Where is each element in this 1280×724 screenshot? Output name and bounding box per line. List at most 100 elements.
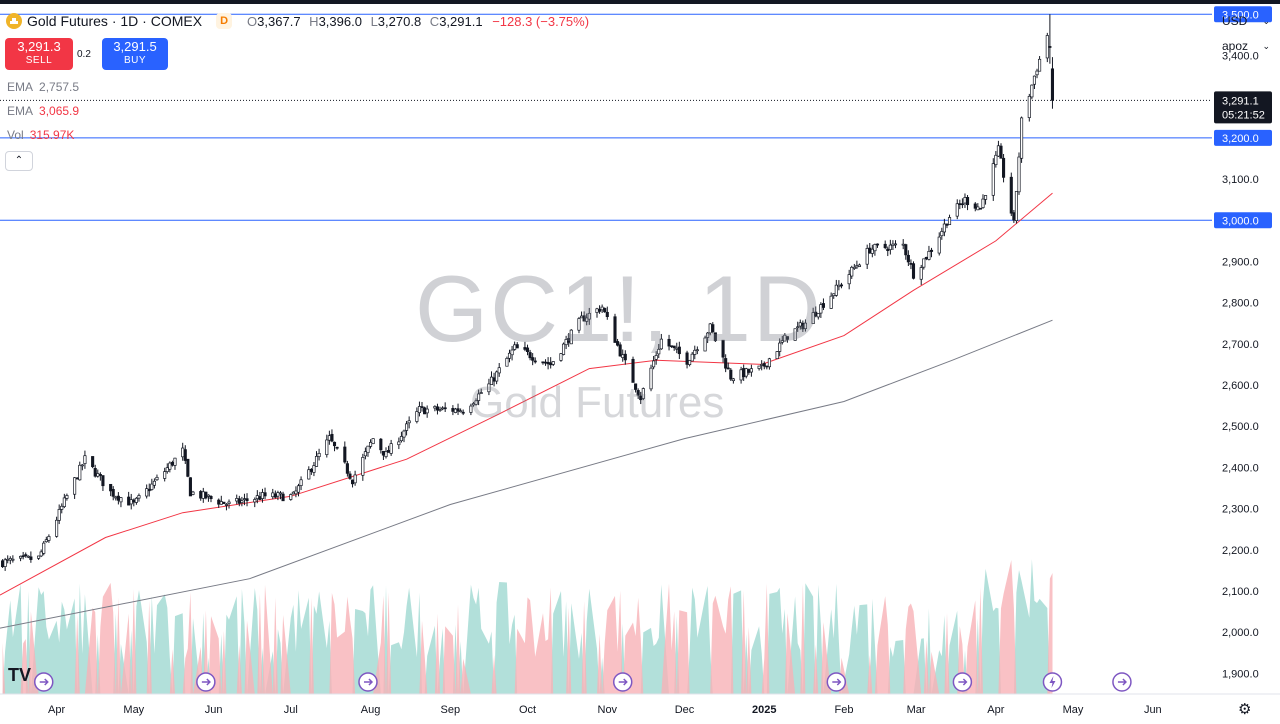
ema-slow-line (0, 319, 1053, 629)
candle-up-body (901, 243, 905, 246)
event-arrow-icon[interactable] (33, 672, 54, 692)
indicator-ema-fast[interactable]: EMA 3,065.9 (7, 104, 79, 118)
candle (459, 408, 463, 413)
buy-price: 3,291.5 (113, 39, 157, 54)
candle (749, 364, 753, 377)
candle (906, 250, 910, 267)
event-arrow-icon[interactable] (358, 672, 378, 692)
candle-down-body (672, 345, 676, 349)
candle-up-body (955, 203, 959, 217)
buy-button[interactable]: 3,291.5 BUY (102, 38, 168, 70)
candle (415, 407, 419, 424)
event-arrow-icon[interactable] (196, 672, 216, 692)
candle-down-body (875, 243, 880, 246)
candle-up-body (152, 480, 156, 486)
candle (1014, 191, 1018, 224)
lightning-icon[interactable] (1042, 672, 1063, 692)
candle-up-body (976, 206, 980, 211)
gear-icon[interactable]: ⚙ (1238, 701, 1252, 718)
event-arrow-icon[interactable] (1112, 672, 1132, 692)
indicator-ema-slow[interactable]: EMA 2,757.5 (7, 80, 79, 94)
candle-up-body (1017, 156, 1021, 193)
time-tick-label: Apr (987, 704, 1004, 716)
candle-up-body (366, 445, 370, 454)
candle-up-body (561, 343, 566, 355)
candle-up-body (134, 497, 138, 503)
candle-up-body (495, 371, 499, 382)
candle (240, 496, 244, 507)
candle-down-body (605, 311, 609, 318)
currency-select[interactable]: USD ⌄ (1216, 11, 1274, 31)
candle (381, 450, 385, 460)
collapse-legend-button[interactable]: ⌃ (5, 151, 33, 171)
candle (361, 453, 365, 481)
price-tick-label: 2,100.0 (1222, 586, 1259, 598)
candle (170, 460, 174, 467)
candle (868, 243, 872, 254)
candle (325, 434, 329, 458)
tradingview-logo[interactable]: TV (8, 665, 32, 685)
candle-up-body (569, 329, 573, 345)
candle-down-body (29, 556, 33, 560)
candle (477, 389, 481, 406)
candle (309, 468, 313, 475)
candle-down-body (711, 324, 715, 333)
candle (531, 353, 535, 366)
time-tick-label: Apr (48, 704, 65, 716)
candle (78, 461, 82, 481)
candle (793, 328, 797, 341)
scale-select[interactable]: apoz ⌄ (1216, 36, 1274, 56)
delayed-badge[interactable]: D (216, 13, 233, 29)
candle-down-body (973, 203, 977, 209)
candle (227, 499, 231, 509)
candle-down-body (387, 450, 391, 453)
candle-up-body (289, 494, 293, 500)
sell-button[interactable]: 3,291.3 SELL (5, 38, 73, 70)
candle-up-body (855, 265, 859, 268)
candle (222, 501, 226, 504)
candle (688, 359, 692, 367)
candle (747, 368, 751, 375)
candle (875, 243, 880, 248)
candle-down-body (443, 407, 447, 410)
candle-down-body (263, 492, 267, 497)
candle-up-body (760, 364, 764, 366)
candle-down-body (204, 491, 208, 499)
candle (757, 365, 761, 371)
candle-up-body (1027, 95, 1031, 118)
candle-up-body (852, 266, 856, 269)
candle (42, 541, 46, 556)
candle-down-body (613, 316, 617, 343)
candle (417, 401, 421, 417)
countdown-label: 05:21:52 (1222, 109, 1265, 121)
arrow-glyph (958, 678, 968, 686)
candle (762, 361, 766, 370)
symbol-title[interactable]: Gold Futures · 1D · COMEX (27, 13, 203, 29)
candle-up-body (19, 555, 23, 559)
event-arrow-icon[interactable] (612, 672, 633, 692)
candle-up-body (991, 163, 995, 196)
candle (8, 556, 12, 565)
candle-down-body (868, 247, 872, 254)
ohlc-values: O3,367.7 H3,396.0 L3,270.8 C3,291.1 −128… (242, 14, 589, 29)
indicator-value: 3,065.9 (39, 104, 80, 118)
indicator-volume[interactable]: Vol 315.97K (7, 128, 74, 142)
candle (721, 339, 725, 363)
event-arrow-icon[interactable] (952, 672, 973, 692)
candle (803, 319, 807, 332)
event-arrow-icon[interactable] (826, 672, 847, 692)
candle (258, 491, 262, 501)
time-tick-label: 2025 (752, 704, 776, 716)
candle (206, 494, 210, 502)
candle-down-body (127, 496, 131, 506)
candle-down-body (906, 254, 910, 263)
candle-down-body (765, 365, 769, 368)
candle (819, 302, 823, 318)
candle (937, 232, 941, 256)
candle (1017, 152, 1021, 195)
candle-down-body (999, 145, 1003, 159)
candle (209, 495, 213, 503)
candle (44, 536, 48, 543)
candle (114, 495, 118, 501)
